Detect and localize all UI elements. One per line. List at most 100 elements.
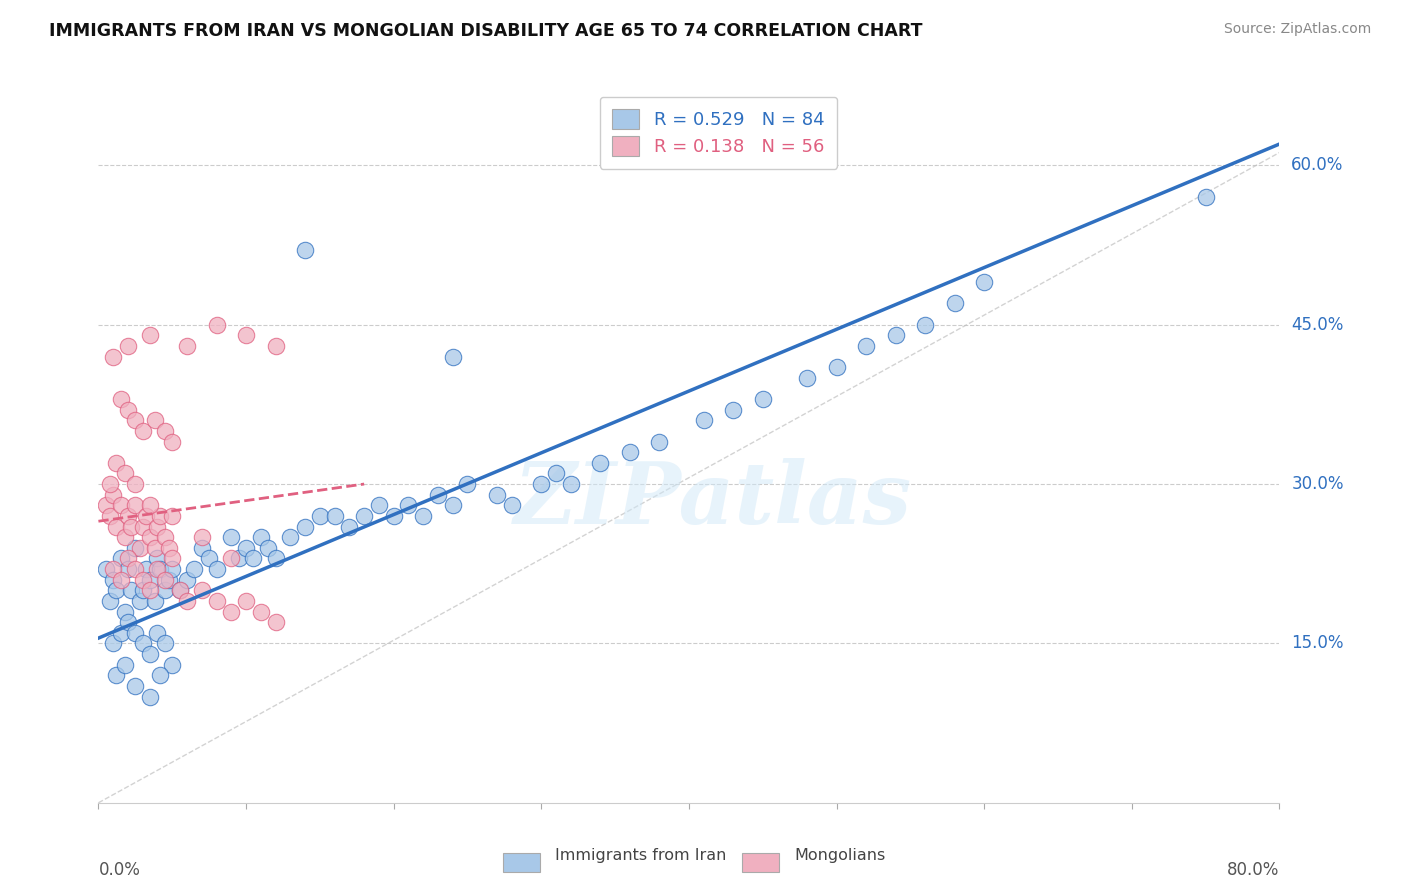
Point	[124, 413, 146, 427]
Point	[235, 594, 257, 608]
Text: Mongolians: Mongolians	[794, 848, 886, 863]
Text: 30.0%: 30.0%	[1291, 475, 1344, 493]
Point	[176, 339, 198, 353]
Point	[412, 508, 434, 523]
Point	[191, 583, 214, 598]
Point	[294, 244, 316, 258]
Point	[221, 605, 243, 619]
Point	[441, 350, 464, 364]
Point	[105, 519, 128, 533]
Text: ZIPatlas: ZIPatlas	[513, 458, 911, 541]
Point	[228, 551, 250, 566]
Point	[139, 690, 162, 704]
Point	[368, 498, 391, 512]
Point	[486, 488, 509, 502]
Point	[235, 541, 257, 555]
Text: 15.0%: 15.0%	[1291, 634, 1344, 652]
Point	[153, 530, 176, 544]
Text: 60.0%: 60.0%	[1291, 156, 1344, 174]
Point	[441, 498, 464, 512]
Point	[398, 498, 420, 512]
Point	[825, 360, 848, 375]
Point	[250, 605, 273, 619]
Point	[157, 573, 180, 587]
Text: 0.0%: 0.0%	[98, 862, 141, 880]
Point	[139, 328, 162, 343]
Point	[135, 508, 157, 523]
Point	[132, 424, 155, 438]
Point	[796, 371, 818, 385]
Point	[103, 573, 125, 587]
Point	[139, 647, 162, 661]
Text: Immigrants from Iran: Immigrants from Iran	[555, 848, 727, 863]
Point	[183, 562, 205, 576]
Point	[110, 573, 132, 587]
Point	[162, 657, 183, 672]
Point	[117, 402, 139, 417]
Point	[103, 636, 125, 650]
Point	[176, 594, 198, 608]
Point	[221, 551, 243, 566]
Point	[648, 434, 671, 449]
Point	[162, 508, 183, 523]
Point	[530, 477, 553, 491]
Point	[153, 636, 176, 650]
Point	[382, 508, 405, 523]
Text: IMMIGRANTS FROM IRAN VS MONGOLIAN DISABILITY AGE 65 TO 74 CORRELATION CHART: IMMIGRANTS FROM IRAN VS MONGOLIAN DISABI…	[49, 22, 922, 40]
Point	[124, 498, 146, 512]
Point	[132, 583, 155, 598]
Point	[120, 519, 142, 533]
Point	[139, 573, 162, 587]
Point	[191, 541, 214, 555]
Point	[128, 541, 150, 555]
Point	[353, 508, 375, 523]
Point	[94, 498, 117, 512]
Text: Source: ZipAtlas.com: Source: ZipAtlas.com	[1223, 22, 1371, 37]
Point	[98, 508, 121, 523]
Point	[169, 583, 191, 598]
Point	[264, 339, 287, 353]
Point	[132, 519, 155, 533]
Point	[110, 392, 132, 406]
Point	[146, 551, 169, 566]
Point	[132, 636, 155, 650]
Point	[501, 498, 523, 512]
Point	[1195, 190, 1218, 204]
Point	[153, 583, 176, 598]
Point	[457, 477, 479, 491]
Point	[117, 562, 139, 576]
Point	[117, 339, 139, 353]
Point	[149, 508, 172, 523]
Point	[693, 413, 716, 427]
Point	[162, 551, 183, 566]
Point	[120, 583, 142, 598]
Point	[162, 434, 183, 449]
Point	[339, 519, 361, 533]
Point	[110, 625, 132, 640]
Point	[124, 625, 146, 640]
Point	[117, 551, 139, 566]
Point	[752, 392, 775, 406]
Point	[149, 668, 172, 682]
Point	[105, 583, 128, 598]
Point	[257, 541, 280, 555]
Point	[139, 498, 162, 512]
Point	[235, 328, 257, 343]
Point	[110, 498, 132, 512]
Text: 80.0%: 80.0%	[1227, 862, 1279, 880]
Point	[546, 467, 568, 481]
Point	[723, 402, 745, 417]
Point	[205, 562, 228, 576]
Point	[973, 275, 995, 289]
Point	[264, 615, 287, 630]
Point	[176, 573, 198, 587]
Point	[157, 541, 180, 555]
Point	[198, 551, 221, 566]
Point	[114, 467, 136, 481]
Point	[589, 456, 612, 470]
Point	[124, 541, 146, 555]
Point	[103, 350, 125, 364]
Point	[98, 477, 121, 491]
Point	[560, 477, 582, 491]
Point	[169, 583, 191, 598]
